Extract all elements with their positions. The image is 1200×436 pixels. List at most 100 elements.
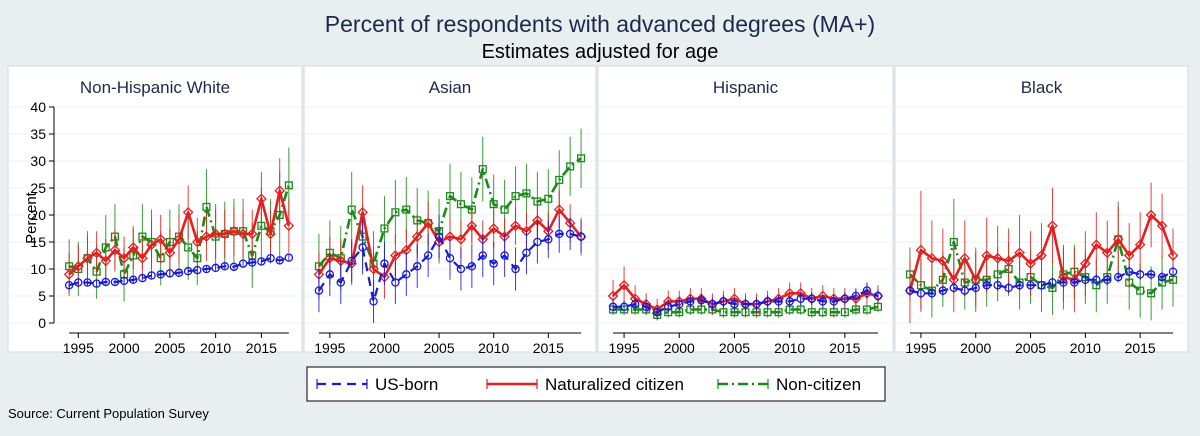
series-line <box>68 256 290 287</box>
y-axis-label: Percent <box>23 191 40 244</box>
x-tick-label: 2005 <box>423 340 454 356</box>
data-point <box>390 250 401 261</box>
panel-hispanic: Hispanic 1995 2000 2005 2010 2015 <box>597 65 894 356</box>
series-naturalized <box>63 158 295 296</box>
data-point <box>577 154 586 163</box>
data-point <box>686 297 695 306</box>
x-tick-label: 2015 <box>1125 340 1156 356</box>
data-point <box>566 162 575 171</box>
data-point <box>1036 250 1047 261</box>
data-point <box>109 244 121 256</box>
data-point <box>763 297 772 306</box>
series-us-born <box>608 282 883 319</box>
data-point <box>155 233 167 245</box>
data-point <box>619 302 629 312</box>
data-point <box>708 299 717 309</box>
data-point <box>100 255 112 267</box>
data-point <box>1168 267 1178 276</box>
data-point <box>284 253 294 262</box>
legend-label: Non-citizen <box>776 375 861 394</box>
data-point <box>938 286 948 295</box>
data-point <box>937 255 949 267</box>
data-point <box>202 202 211 211</box>
data-point <box>257 257 266 266</box>
data-point <box>1123 250 1135 261</box>
data-point <box>274 185 286 197</box>
data-point <box>358 243 367 252</box>
data-point <box>391 278 400 287</box>
data-point <box>110 277 120 287</box>
data-point <box>92 279 101 288</box>
data-point <box>1070 278 1079 287</box>
data-point <box>147 271 156 280</box>
x-tick-label: 2010 <box>1070 340 1101 356</box>
data-point <box>256 193 267 205</box>
data-point <box>500 251 509 260</box>
data-point <box>229 262 239 272</box>
data-point <box>1025 258 1036 269</box>
data-point <box>391 208 400 217</box>
data-point <box>369 297 378 306</box>
data-point <box>971 283 980 293</box>
data-point <box>402 205 411 214</box>
data-point <box>752 299 761 309</box>
data-point <box>1048 278 1057 287</box>
data-point <box>184 243 193 252</box>
data-point <box>445 253 455 263</box>
x-tick-label: 2005 <box>1015 340 1046 356</box>
data-point <box>380 259 389 268</box>
data-point <box>1103 275 1112 285</box>
data-point <box>91 247 102 259</box>
data-point <box>1136 286 1145 295</box>
data-point <box>862 305 871 314</box>
data-point <box>774 297 783 306</box>
data-point <box>265 228 276 240</box>
legend-label: US-born <box>375 375 438 394</box>
data-point <box>675 299 684 309</box>
data-point <box>796 305 805 314</box>
panel-title: Black <box>1021 78 1063 97</box>
data-point <box>959 252 971 264</box>
data-point <box>949 283 959 293</box>
data-point <box>489 200 498 209</box>
panel-background <box>7 65 303 353</box>
panel-black: Black 1995 2000 2005 2010 2015 <box>894 65 1189 356</box>
x-tick-label: 1995 <box>63 340 94 356</box>
data-point <box>796 294 805 303</box>
data-point <box>553 204 565 215</box>
data-point <box>555 175 564 184</box>
data-point <box>873 291 883 301</box>
data-point <box>818 297 828 306</box>
x-tick-label: 1995 <box>314 340 345 356</box>
data-point <box>467 262 477 271</box>
data-point <box>284 181 293 190</box>
data-point <box>191 236 203 248</box>
data-point <box>201 231 212 242</box>
y-tick-label: 15 <box>30 234 46 250</box>
data-point <box>246 228 258 240</box>
data-point <box>544 194 553 203</box>
data-point <box>466 220 478 232</box>
data-point <box>174 268 184 278</box>
data-point <box>862 286 872 295</box>
x-tick-label: 2000 <box>369 340 400 356</box>
data-point <box>565 229 575 239</box>
data-point <box>380 224 389 233</box>
data-point <box>829 297 839 306</box>
data-point <box>455 233 467 245</box>
series-line <box>68 189 291 276</box>
data-point <box>1014 247 1025 259</box>
data-point <box>119 276 129 286</box>
data-point <box>1167 250 1179 261</box>
y-tick-label: 5 <box>38 288 46 304</box>
data-point <box>456 200 465 209</box>
data-point <box>840 294 850 303</box>
y-tick-label: 35 <box>30 126 46 142</box>
x-tick-label: 2015 <box>829 340 860 356</box>
x-tick-label: 2010 <box>774 340 805 356</box>
x-tick-label: 1995 <box>905 340 936 356</box>
data-point <box>1135 270 1145 279</box>
data-point <box>697 296 706 305</box>
data-point <box>101 277 111 287</box>
